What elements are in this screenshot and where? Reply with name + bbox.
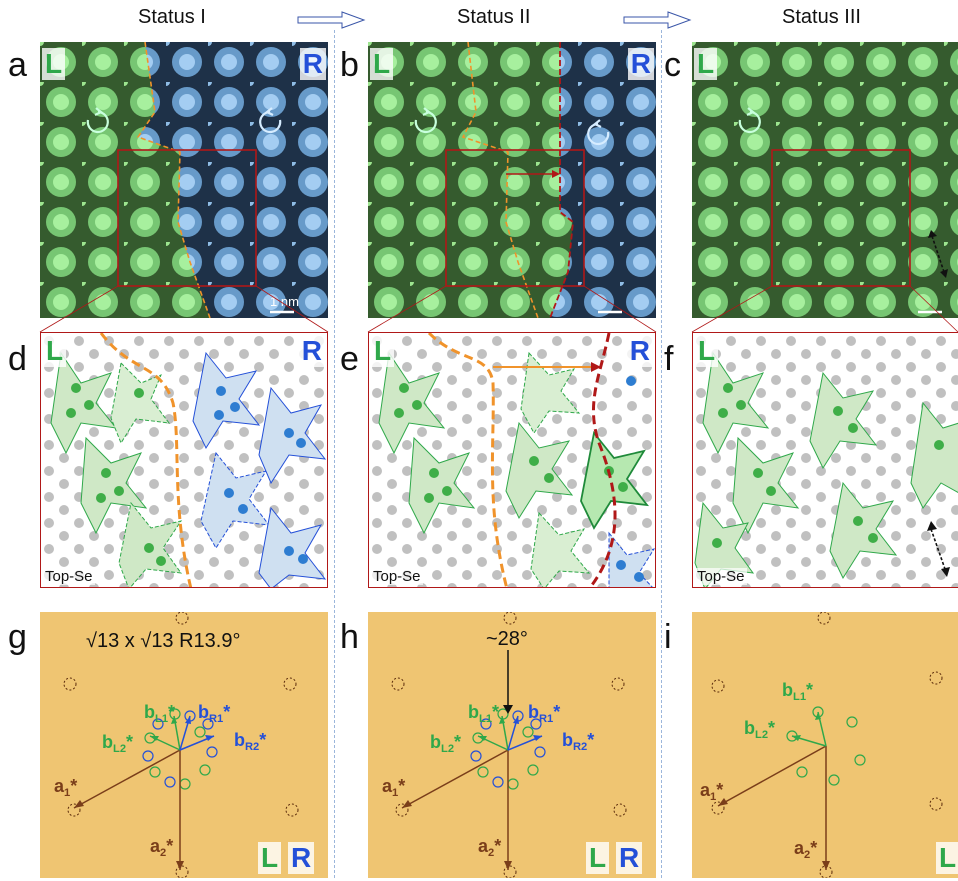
top-se-label: Top-Se [43, 568, 95, 585]
region-L-label: L [371, 335, 395, 367]
panel-letter-b: b [340, 46, 359, 84]
region-L-label: L [258, 842, 282, 874]
a2-label: a2* [478, 836, 502, 859]
column-divider [661, 30, 662, 878]
region-L-label: L [586, 842, 610, 874]
reconstruction-label: √13 x √13 R13.9° [86, 630, 241, 652]
bR2-label: bR2* [234, 730, 267, 753]
panel-letter-a: a [8, 46, 27, 84]
region-R-label: R [288, 842, 315, 874]
panel-letter-f: f [664, 340, 674, 378]
top-se-label: Top-Se [695, 568, 747, 585]
schematic-panel-f: L Top-Se [692, 332, 958, 588]
region-L-label: L [43, 335, 67, 367]
bL1-label: bL1* [782, 680, 814, 703]
a1-label: a1* [382, 776, 406, 799]
transition-arrow-icon [623, 11, 692, 29]
region-L-label: L [42, 48, 66, 80]
panel-letter-g: g [8, 618, 27, 656]
a2-label: a2* [794, 838, 818, 861]
transition-arrow-icon [297, 11, 366, 29]
panel-letter-e: e [340, 340, 359, 378]
schematic-panel-e: L R Top-Se [368, 332, 656, 588]
bR2-label: bR2* [562, 730, 595, 753]
region-R-label: R [627, 48, 654, 80]
stm-panel-a: L R 1 nm [40, 42, 328, 318]
scalebar-label: 1 nm [270, 294, 299, 309]
bL1-label: bL1* [468, 702, 500, 725]
top-se-label: Top-Se [371, 568, 423, 585]
region-R-label: R [626, 335, 653, 367]
region-R-label: R [298, 335, 325, 367]
bL2-label: bL2* [744, 718, 776, 741]
region-L-label: L [936, 842, 958, 874]
bL1-label: bL1* [144, 702, 176, 725]
fft-panel-i: bL2* bL1* a1* a2* L [692, 612, 958, 878]
region-L-label: L [695, 335, 719, 367]
bL2-label: bL2* [430, 732, 462, 755]
bL2-label: bL2* [102, 732, 134, 755]
status-2-title: Status II [457, 6, 531, 28]
status-3-title: Status III [782, 6, 861, 28]
panel-letter-h: h [340, 618, 359, 656]
a1-label: a1* [700, 780, 724, 803]
region-L-label: L [694, 48, 718, 80]
panel-letter-i: i [664, 618, 672, 656]
stm-panel-b: L R [368, 42, 656, 318]
a2-label: a2* [150, 836, 174, 859]
region-R-label: R [616, 842, 643, 874]
fft-panel-h: ~28° bL2* bL1* bR1* bR2* a1* a2* L R [368, 612, 656, 878]
bR1-label: bR1* [198, 702, 231, 725]
panel-letter-d: d [8, 340, 27, 378]
angle-label: ~28° [486, 628, 528, 650]
stm-panel-c: L [692, 42, 958, 318]
a1-label: a1* [54, 776, 78, 799]
column-divider [334, 30, 335, 878]
region-L-label: L [370, 48, 394, 80]
zoom-connector [39, 285, 958, 333]
fft-panel-g: √13 x √13 R13.9° bL2* bL1* bR1* bR2* a1*… [40, 612, 328, 878]
schematic-panel-d: L R Top-Se [40, 332, 328, 588]
status-1-title: Status I [138, 6, 206, 28]
region-R-label: R [299, 48, 326, 80]
bR1-label: bR1* [528, 702, 561, 725]
panel-letter-c: c [664, 46, 681, 84]
